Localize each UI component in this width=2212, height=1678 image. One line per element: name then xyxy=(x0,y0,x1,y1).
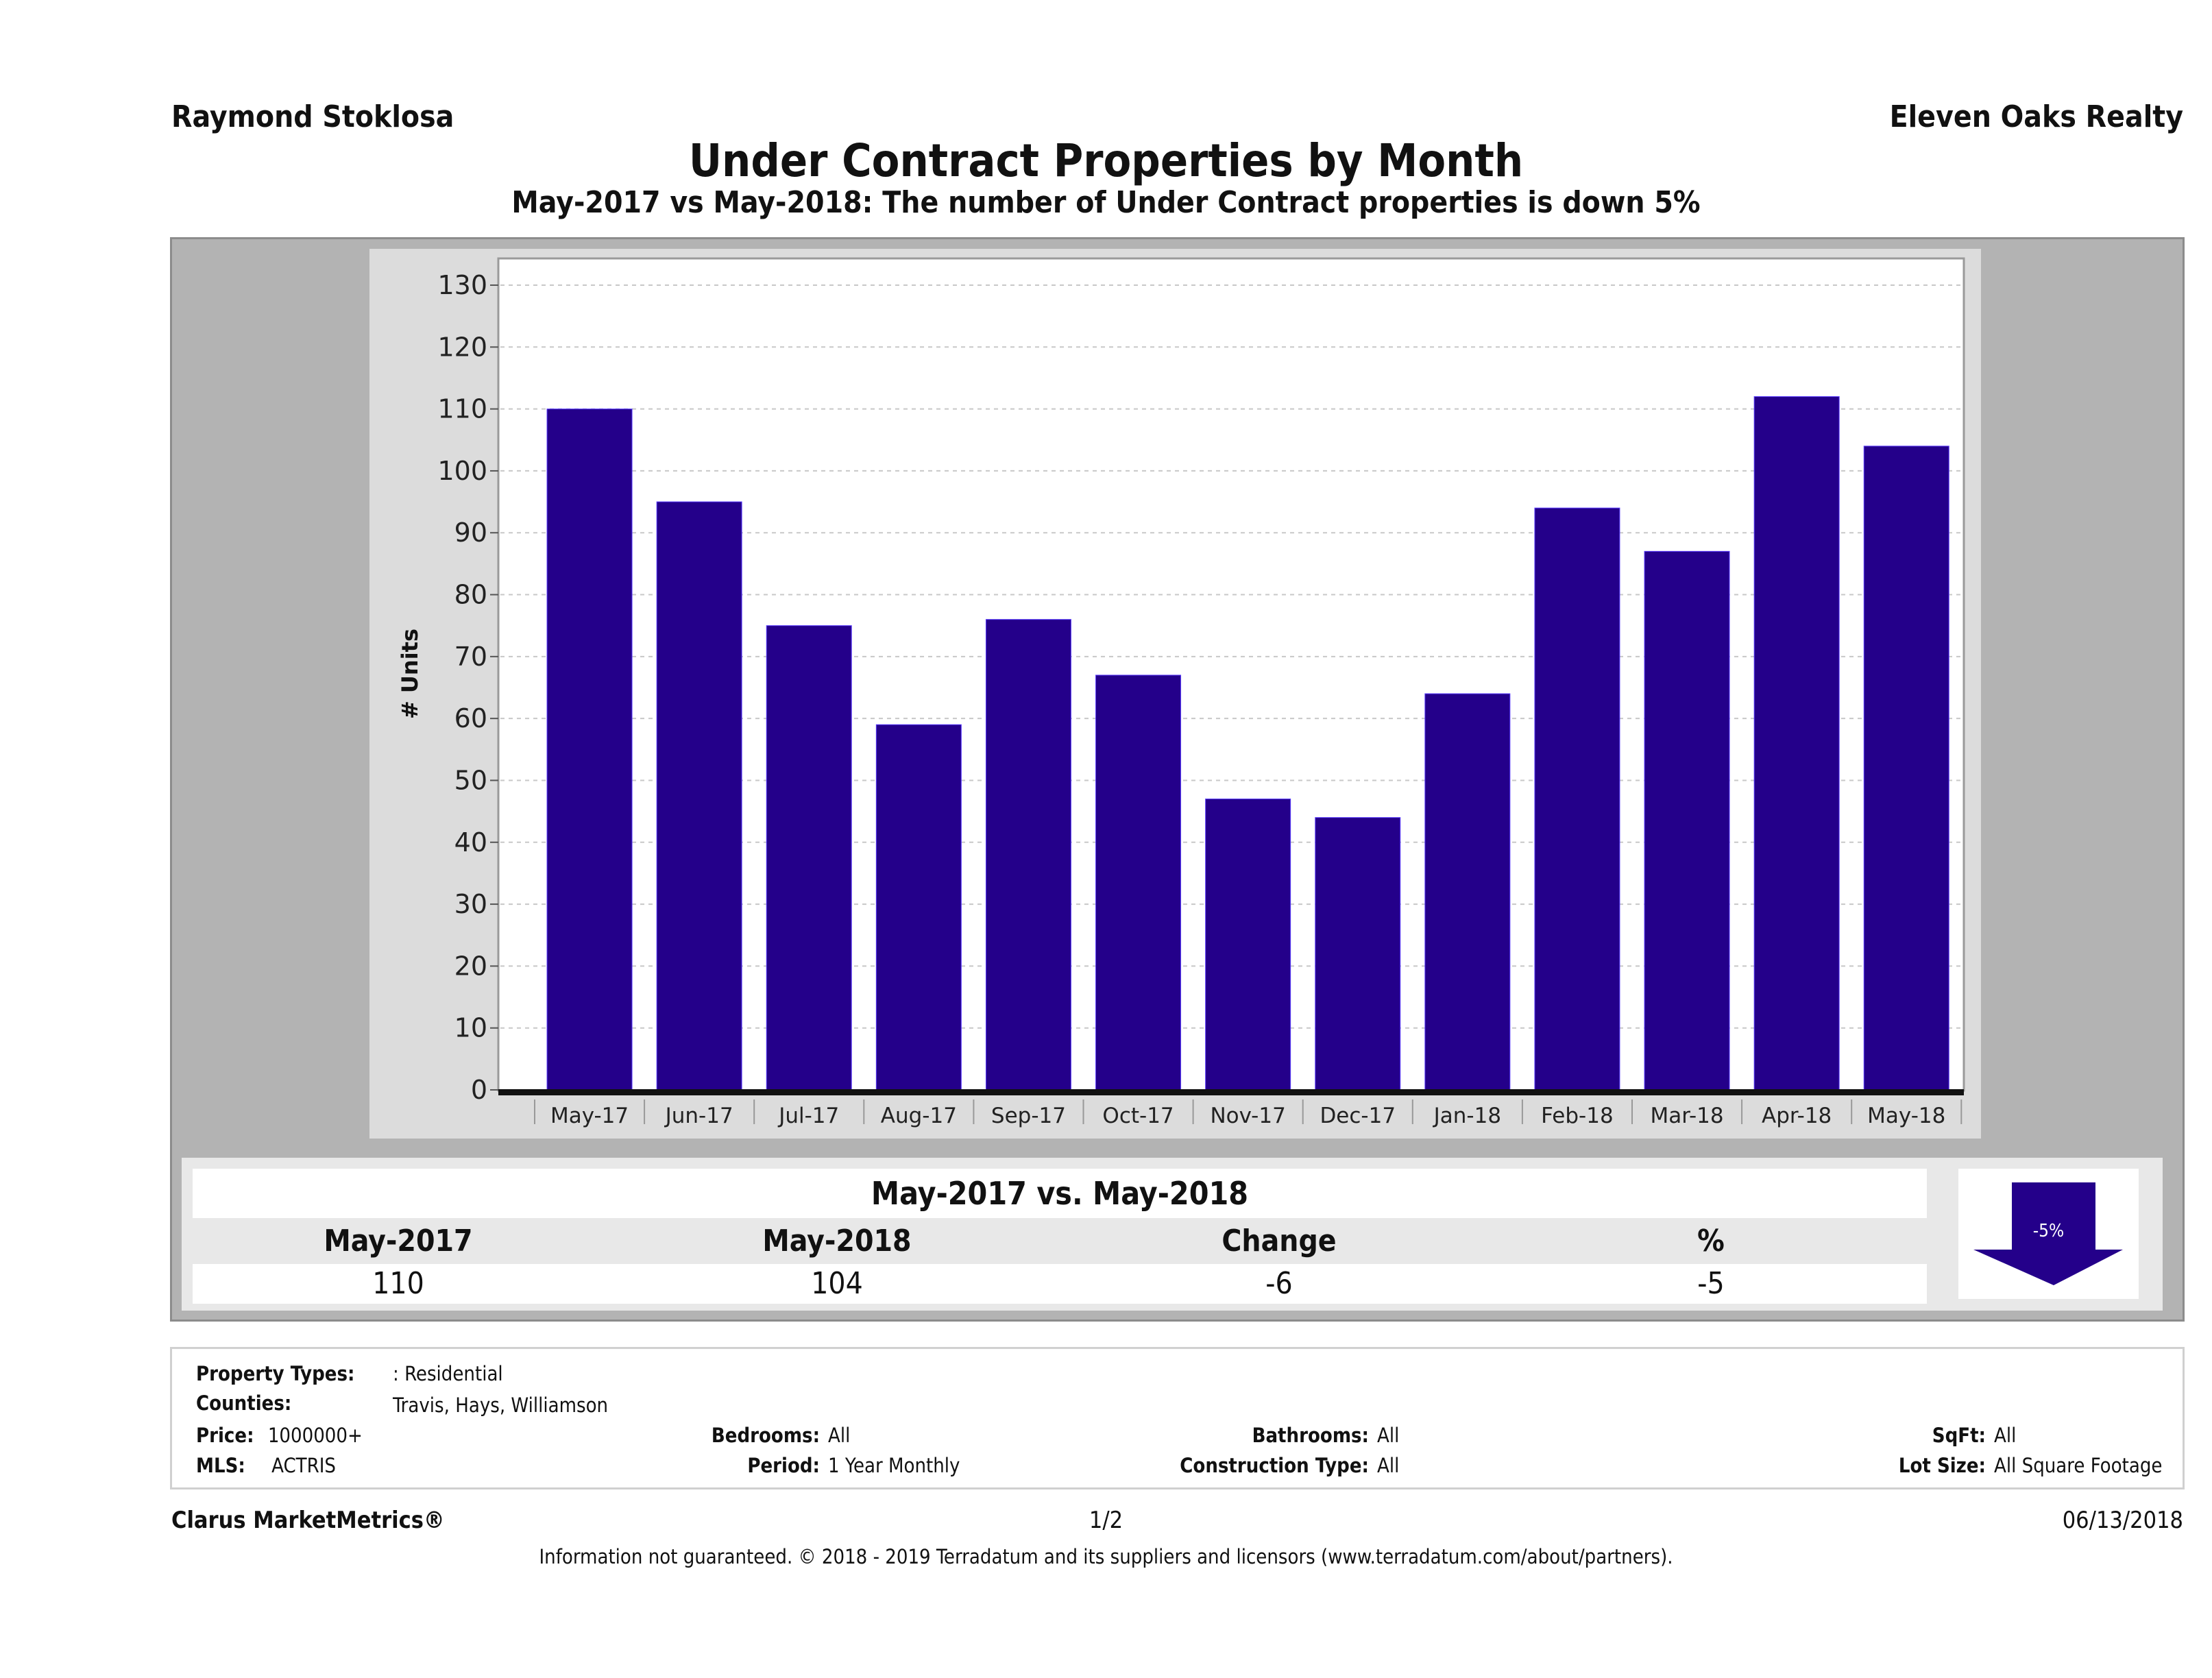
filter-sqft-label: SqFt: xyxy=(1932,1424,1986,1447)
x-tick-label: Apr-18 xyxy=(1762,1104,1832,1128)
value-may-2018: 104 xyxy=(811,1266,863,1301)
down-arrow-icon xyxy=(1973,1182,2123,1285)
filter-mls: MLS: ACTRIS xyxy=(196,1454,336,1477)
value-percent: -5 xyxy=(1697,1266,1725,1301)
bar-may-18 xyxy=(1863,446,1949,1091)
y-tick-label: 100 xyxy=(437,456,487,486)
y-tick-label: 130 xyxy=(437,270,487,300)
report-title: Under Contract Properties by Month xyxy=(688,134,1524,187)
y-tick-label: 20 xyxy=(454,951,487,981)
bar-oct-17 xyxy=(1095,674,1182,1091)
y-tick-label: 60 xyxy=(454,703,487,733)
y-tick-label: 70 xyxy=(454,642,487,672)
x-tick-label: Mar-18 xyxy=(1650,1104,1723,1128)
filter-construction-label: Construction Type: xyxy=(1180,1454,1369,1477)
page-number: 1/2 xyxy=(1089,1507,1123,1534)
y-tick-label: 30 xyxy=(454,889,487,919)
bar-jun-17 xyxy=(656,501,742,1091)
bar-jan-18 xyxy=(1424,693,1511,1091)
filter-bedrooms-label: Bedrooms: xyxy=(711,1424,820,1447)
y-tick-label: 50 xyxy=(454,765,487,795)
report-subtitle: May-2017 vs May-2018: The number of Unde… xyxy=(511,185,1701,220)
bar-chart: 0 10 20 30 40 50 60 70 80 90 100 110 120 130 May-17 Ju… xyxy=(397,257,1965,1128)
agent-name: Raymond Stoklosa xyxy=(171,99,454,134)
y-tick-label: 80 xyxy=(454,580,487,610)
filter-sqft-value: All xyxy=(1994,1424,2017,1447)
bar-nov-17 xyxy=(1205,799,1291,1091)
y-tick-label: 0 xyxy=(471,1075,487,1105)
comparison-title: May-2017 vs. May-2018 xyxy=(193,1169,1927,1218)
bar-apr-18 xyxy=(1753,396,1840,1091)
y-tick-label: 90 xyxy=(454,518,487,548)
filter-period-label: Period: xyxy=(747,1454,820,1477)
x-tick-label: Sep-17 xyxy=(991,1104,1066,1128)
trend-indicator: -5% xyxy=(1958,1169,2139,1299)
filter-lot-size-value: All Square Footage xyxy=(1994,1454,2163,1477)
filter-property-types-label: Property Types: xyxy=(196,1362,355,1385)
x-tick-label: Jul-17 xyxy=(777,1104,839,1128)
y-tick-label: 110 xyxy=(437,394,487,424)
header-change: Change xyxy=(1222,1224,1337,1258)
filter-property-types-value: : Residential xyxy=(393,1362,503,1385)
filter-period-value: 1 Year Monthly xyxy=(828,1454,960,1477)
x-tick-label: May-17 xyxy=(550,1104,629,1128)
y-tick-label: 10 xyxy=(454,1013,487,1043)
bar-dec-17 xyxy=(1315,817,1401,1091)
y-tick-label: 40 xyxy=(454,827,487,858)
brokerage-name: Eleven Oaks Realty xyxy=(1889,99,2183,134)
y-axis-label: # Units xyxy=(397,629,423,719)
footer-brand: Clarus MarketMetrics® xyxy=(171,1507,445,1534)
trend-percent-label: -5% xyxy=(2032,1221,2065,1241)
x-axis-line xyxy=(498,1089,1964,1095)
value-may-2017: 110 xyxy=(372,1266,424,1301)
x-tick-label: Aug-17 xyxy=(881,1104,957,1128)
header-may-2017: May-2017 xyxy=(324,1224,473,1258)
x-tick-label: Dec-17 xyxy=(1320,1104,1396,1128)
bar-sep-17 xyxy=(985,619,1071,1091)
filter-price: Price: 1000000+ xyxy=(196,1424,363,1447)
filter-counties-label: Counties: xyxy=(196,1391,292,1415)
x-tick-label: Jan-18 xyxy=(1433,1104,1501,1128)
x-tick-label: Feb-18 xyxy=(1541,1104,1614,1128)
filter-lot-size-label: Lot Size: xyxy=(1898,1454,1986,1477)
value-change: -6 xyxy=(1265,1266,1293,1301)
bar-mar-18 xyxy=(1644,550,1730,1091)
report-date: 06/13/2018 xyxy=(2062,1507,2183,1534)
filter-bedrooms-value: All xyxy=(828,1424,851,1447)
bar-aug-17 xyxy=(875,724,962,1091)
filter-construction-value: All xyxy=(1377,1454,1400,1477)
bar-jul-17 xyxy=(766,625,852,1091)
y-tick-label: 120 xyxy=(437,332,487,362)
x-tick-label: Jun-17 xyxy=(664,1104,733,1128)
disclaimer: Information not guaranteed. © 2018 - 201… xyxy=(539,1545,1673,1568)
bar-may-17 xyxy=(546,409,633,1091)
comparison-value-row: 110 104 -6 -5 xyxy=(193,1264,1927,1304)
filter-criteria: Property Types: : Residential Counties: … xyxy=(170,1347,2185,1489)
x-tick-label: Nov-17 xyxy=(1210,1104,1285,1128)
x-tick-label: Oct-17 xyxy=(1102,1104,1174,1128)
filter-bathrooms-label: Bathrooms: xyxy=(1252,1424,1369,1447)
filter-counties-value: Travis, Hays, Williamson xyxy=(393,1394,609,1417)
header-may-2018: May-2018 xyxy=(762,1224,912,1258)
bar-feb-18 xyxy=(1534,507,1620,1091)
x-tick-label: May-18 xyxy=(1867,1104,1945,1128)
comparison-header-row: May-2017 May-2018 Change % xyxy=(193,1218,1927,1264)
header-percent: % xyxy=(1697,1224,1725,1258)
filter-bathrooms-value: All xyxy=(1377,1424,1400,1447)
